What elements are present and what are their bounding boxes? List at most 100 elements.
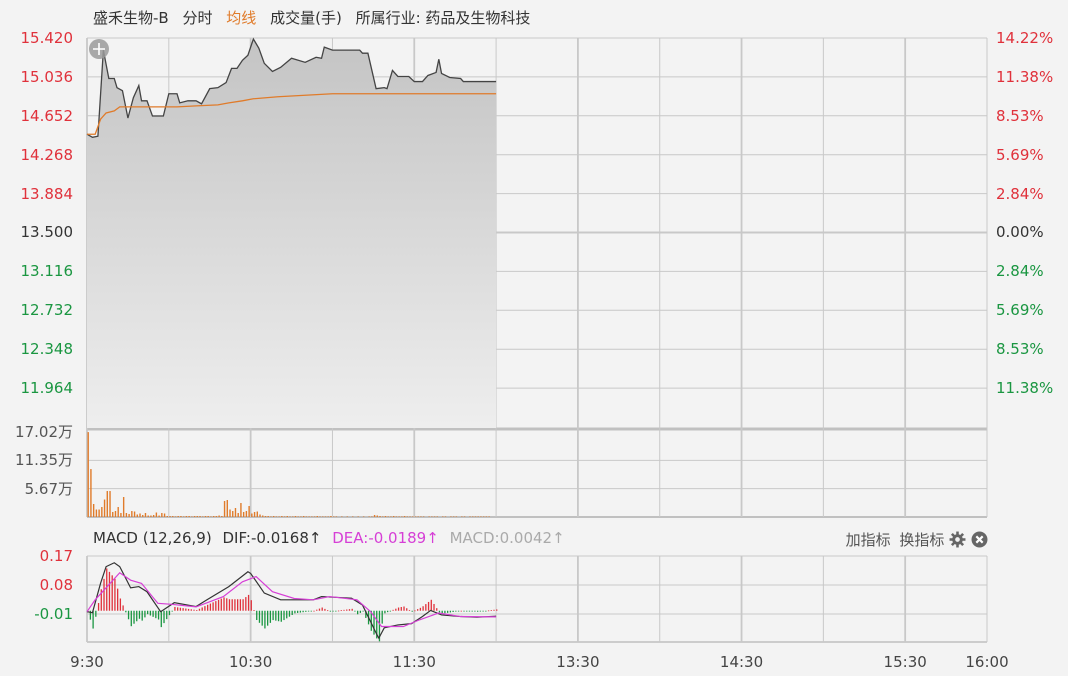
time-tick-label: 15:30 [883,653,927,671]
macd-bar [343,609,345,611]
add-indicator-button[interactable]: 加指标 [845,531,891,549]
volume-bar [199,516,201,517]
volume-bar [251,513,253,517]
macd-bar [422,606,424,611]
macd-bar [155,610,157,619]
price-area-fill [87,39,497,428]
macd-tick-label: -0.01 [34,604,73,623]
macd-bar [291,610,293,616]
dea-text: DEA:-0.0189 [332,529,427,547]
macd-bar [147,610,149,615]
macd-title[interactable]: MACD (12,26,9) [93,529,212,547]
macd-bar [327,610,329,612]
close-circle-icon[interactable] [971,531,988,548]
volume-tick-label: 11.35万 [15,451,73,470]
macd-bar [359,610,362,613]
macd-bar [307,610,310,612]
macd-bar [362,610,364,612]
add-crosshair-icon[interactable] [89,39,109,59]
volume-bar [267,516,269,517]
dea-arrow-icon: ↑ [426,529,439,547]
industry-label: 所属行业: 药品及生物科技 [355,9,531,27]
volume-bar [169,516,171,517]
macd-bar [414,610,416,612]
macd-bar [223,597,225,611]
macd-bar [479,610,482,612]
volume-bar [125,513,128,517]
macd-bar [106,568,108,611]
macd-bar [272,610,274,621]
macd-bar [365,610,367,618]
macd-bar [487,610,490,612]
macd-bar [474,610,476,612]
macd-bar [376,610,378,639]
macd-bar [185,608,187,611]
macd-bar [179,607,182,611]
switch-indicator-button[interactable]: 换指标 [899,531,945,549]
volume-bar [180,516,182,517]
price-line [86,37,497,138]
volume-bar [131,511,133,517]
volume-bar [218,515,220,517]
macd-bar [97,603,100,611]
series-lines [86,37,497,640]
percent-tick-label: 11.38% [996,379,1054,398]
volume-bar [172,516,174,517]
volume-bar [139,513,141,517]
volume-bar [204,516,207,517]
macd-bar [196,610,198,611]
gear-icon[interactable] [949,531,966,548]
macd-bar [419,607,422,611]
macd-bar [468,610,471,612]
volume-bar [87,432,89,517]
macd-bar [427,601,430,611]
price-tick-label: 13.116 [20,262,74,281]
volume-bar [240,503,242,517]
macd-histogram [87,568,498,642]
macd-bar [226,598,228,611]
percent-tick-label: 5.69% [996,145,1044,164]
macd-bar [392,609,394,611]
macd-bar [378,610,381,642]
macd-bar [127,610,130,620]
volume-bar [101,507,103,517]
macd-bar [234,599,236,611]
macd-bar [187,608,190,611]
macd-bar [160,610,162,628]
macd-bar [220,598,222,611]
volume-bar [150,515,152,517]
macd-bar [485,610,487,612]
mode-label[interactable]: 分时 [182,9,213,27]
price-tick-label: 15.420 [20,29,74,47]
volume-bar [92,504,95,517]
volume-bar [188,516,190,517]
volume-bar [248,506,250,517]
volume-bar [253,512,256,517]
macd-bar [133,610,135,624]
macd-bar [384,610,386,614]
macd-bar [237,599,239,611]
macd-bar [430,599,432,611]
macd-bar [354,610,356,612]
macd-bar [406,608,408,611]
macd-bar [204,606,206,611]
macd-bar [286,610,288,619]
macd-bar [207,604,209,611]
percent-tick-label: 2.84% [996,262,1044,281]
macd-header: MACD (12,26,9) DIF:-0.0168↑ DEA:-0.0189↑… [93,529,571,547]
volume-bar [221,516,223,517]
macd-bar [425,604,427,611]
macd-bar [438,610,441,613]
macd-bar [258,610,261,623]
indicator-tools: 加指标 换指标 [842,529,988,550]
macd-value: MACD:0.0042↑ [450,529,565,547]
macd-bar [455,610,457,612]
volume-bar [196,516,198,517]
macd-bar [395,608,397,611]
macd-bar [411,610,413,612]
macd-bar [436,608,438,611]
volume-bar [207,516,209,517]
volume-bar [133,511,136,517]
avg-price-line [87,93,497,135]
